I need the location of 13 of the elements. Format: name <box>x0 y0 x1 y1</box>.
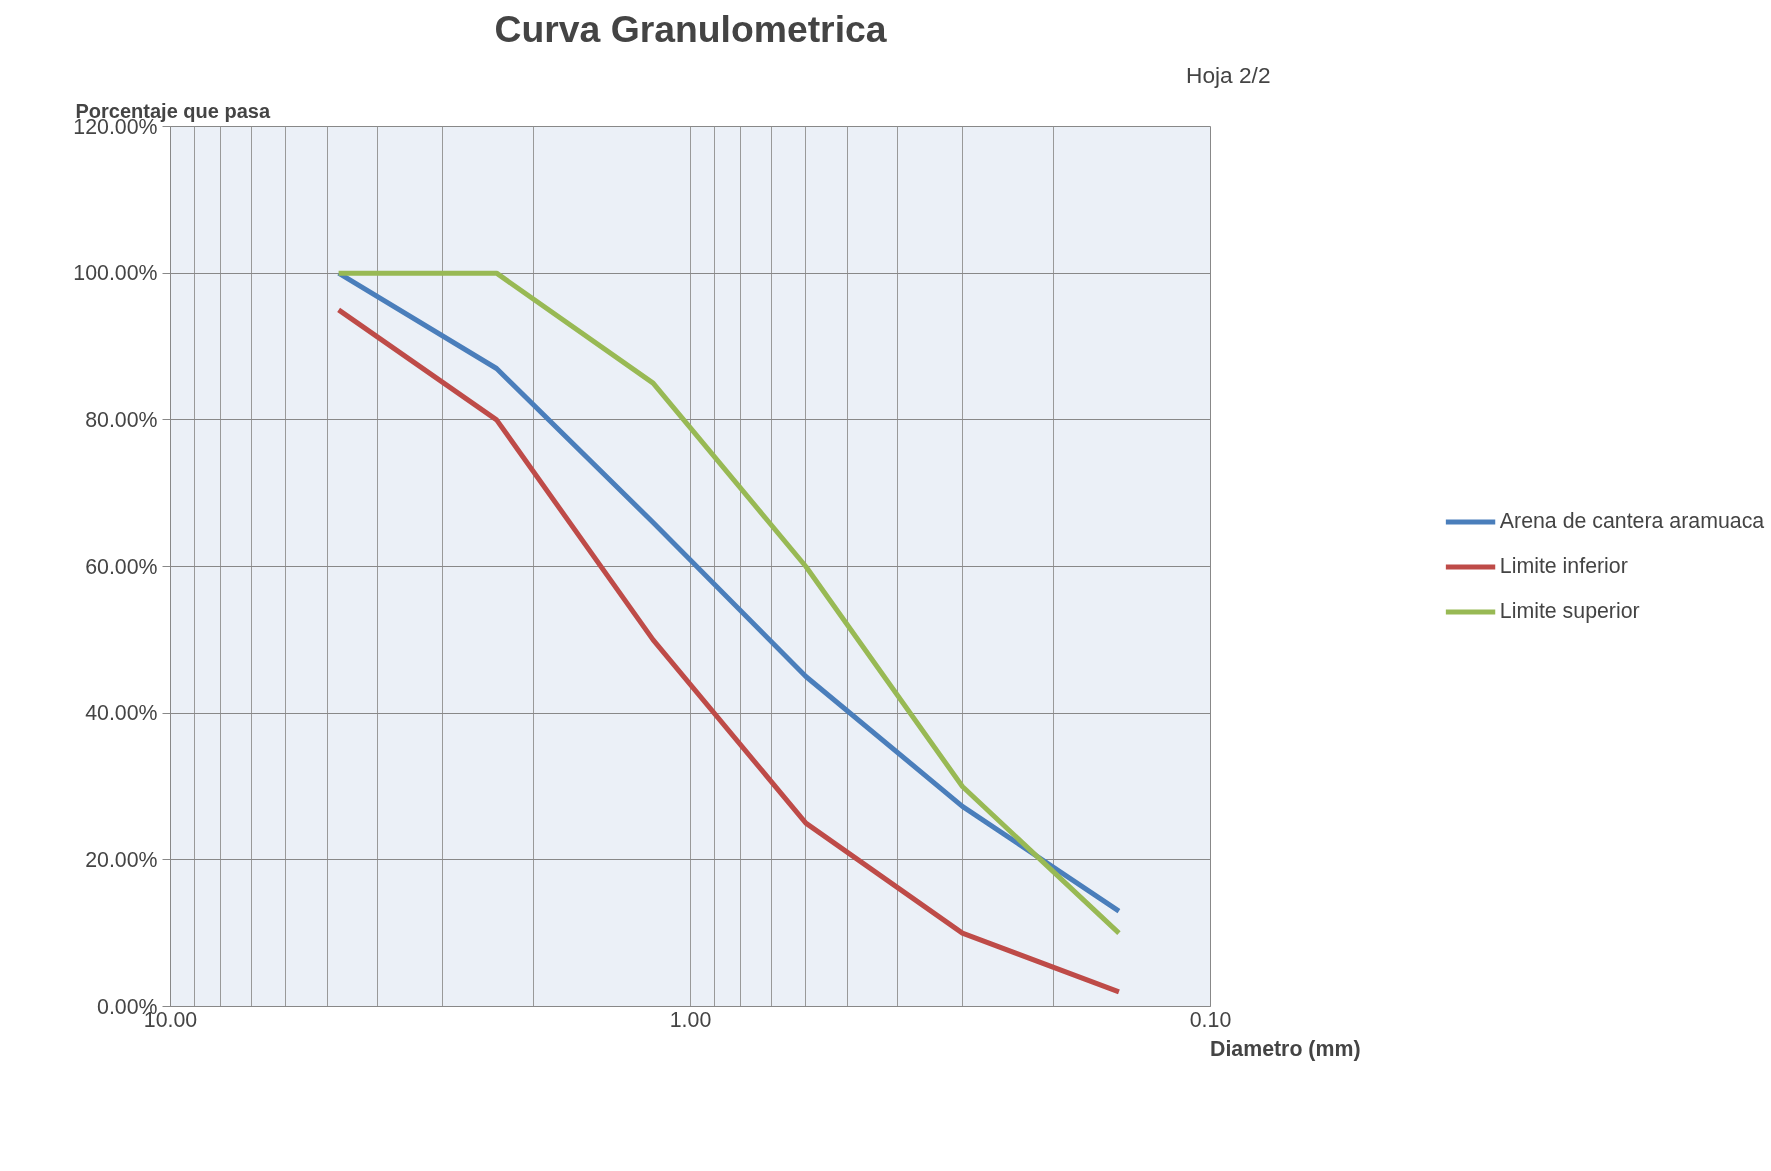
y-tick-label: 80.00% <box>85 407 158 432</box>
legend-label: Limite inferior <box>1499 553 1628 579</box>
y-tick-label: 100.00% <box>73 261 158 286</box>
y-tick-label: 20.00% <box>85 847 158 872</box>
text: Hoja 2/2 <box>1186 61 1271 88</box>
y-tick-label: 40.00% <box>85 701 158 726</box>
legend-label: Arena de cantera aramuaca <box>1499 508 1765 534</box>
chart-title: Curva Granulometrica <box>494 7 887 50</box>
x-axis-title: Diametro (mm) <box>1209 1036 1361 1061</box>
x-tick-label: 0.10 <box>1189 1007 1232 1032</box>
y-tick-label: 60.00% <box>85 554 158 579</box>
x-tick-label: 1.00 <box>669 1007 712 1032</box>
legend-label: Limite superior <box>1499 598 1640 624</box>
